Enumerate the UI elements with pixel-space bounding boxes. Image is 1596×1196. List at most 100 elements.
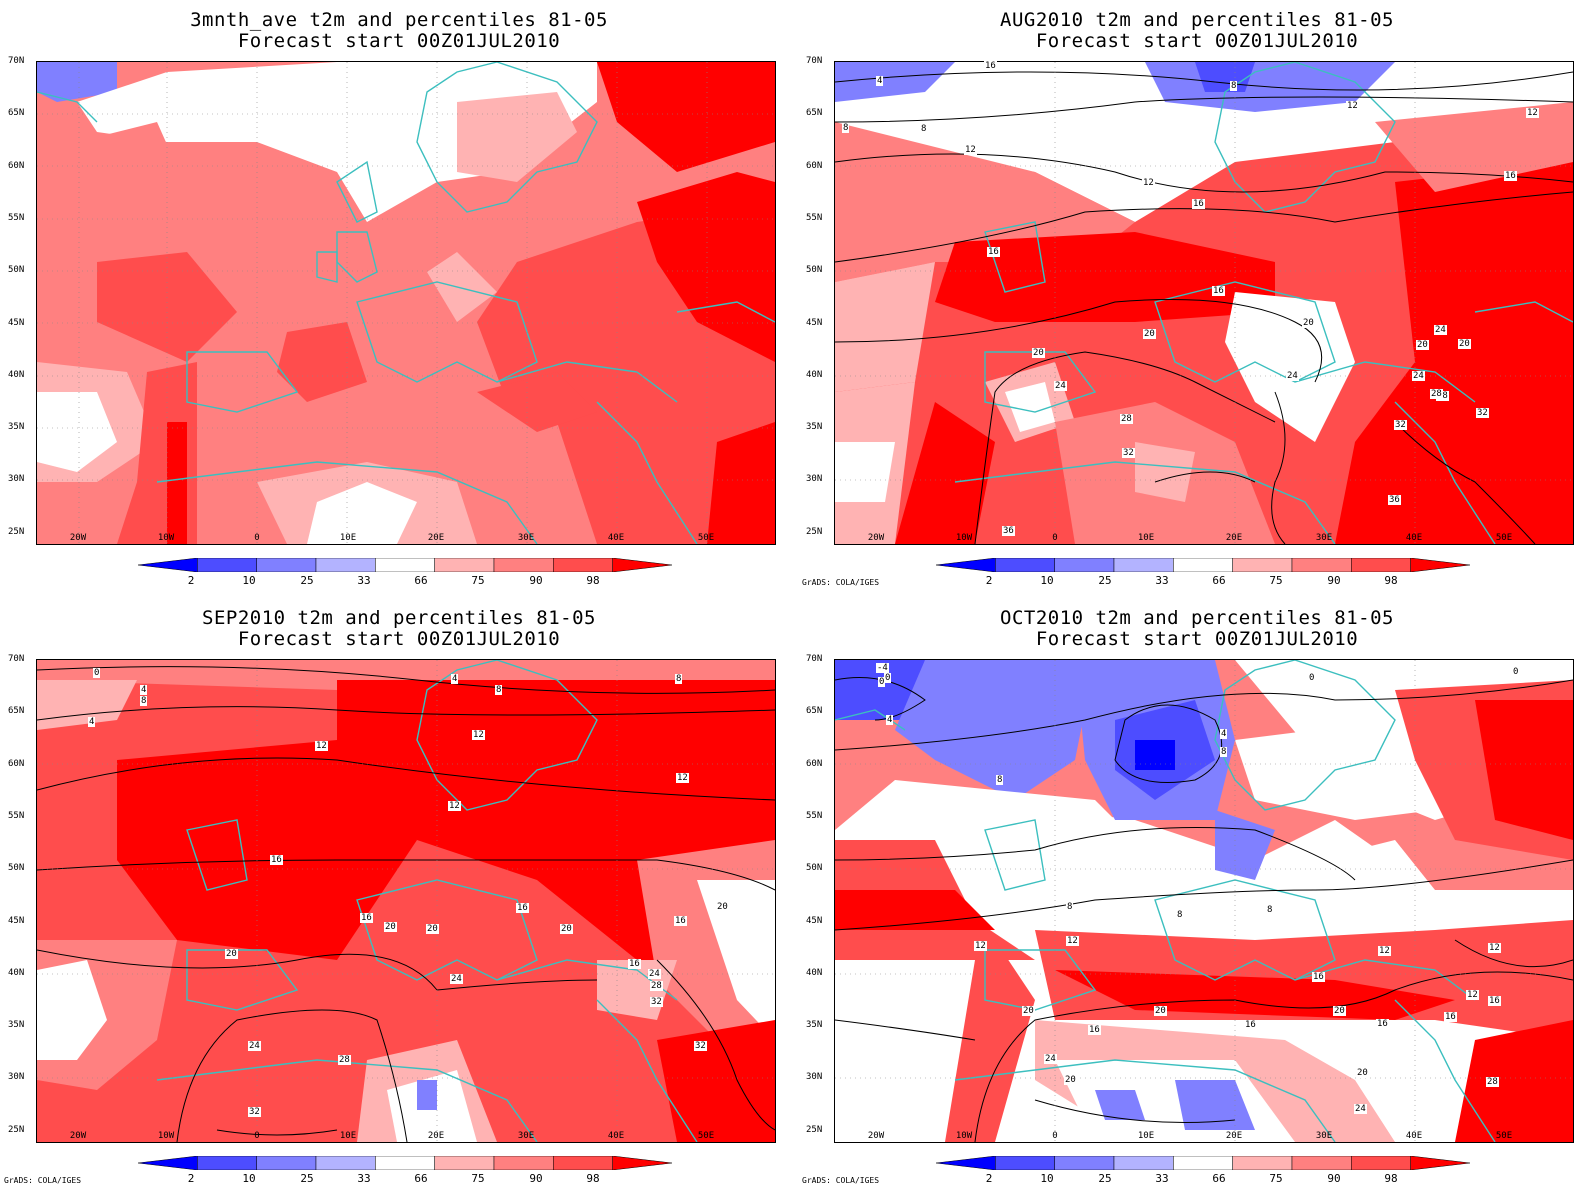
contour-label: 8 bbox=[1230, 81, 1238, 91]
panel-title: AUG2010 t2m and percentiles 81-05 bbox=[1000, 9, 1394, 31]
colorbar-swatch bbox=[1173, 558, 1233, 572]
colorbar bbox=[138, 1156, 672, 1170]
colorbar bbox=[936, 558, 1470, 572]
panel-sep2010: SEP2010 t2m and percentiles 81-05 Foreca… bbox=[0, 598, 798, 1196]
colorbar-swatch bbox=[375, 1156, 435, 1170]
colorbar-swatch bbox=[256, 558, 317, 572]
colorbar-swatch bbox=[1410, 1156, 1470, 1170]
lat-label: 45N bbox=[8, 915, 25, 926]
colorbar-swatch bbox=[315, 558, 376, 572]
lat-label: 25N bbox=[806, 526, 823, 537]
lon-label: 50E bbox=[697, 1131, 715, 1141]
colorbar bbox=[138, 558, 672, 572]
contour-label: 16 bbox=[1312, 972, 1325, 982]
lat-label: 45N bbox=[8, 317, 25, 328]
colorbar-label: 10 bbox=[1040, 1172, 1054, 1185]
contour-label: 16 bbox=[1212, 286, 1225, 296]
lat-label: 50N bbox=[806, 265, 823, 276]
lat-label: 45N bbox=[806, 915, 823, 926]
lat-label: 65N bbox=[8, 706, 25, 717]
lat-label: 35N bbox=[8, 1020, 25, 1031]
colorbar-swatch bbox=[315, 1156, 376, 1170]
contour-label: 24 bbox=[1054, 381, 1067, 391]
lat-label: 35N bbox=[806, 422, 823, 433]
contour-label: 4 bbox=[451, 674, 459, 684]
colorbar-label: 66 bbox=[1212, 574, 1226, 587]
contour-label: 16 bbox=[1376, 1019, 1389, 1029]
contour-label: 8 bbox=[1220, 747, 1228, 757]
colorbar-swatch bbox=[434, 1156, 495, 1170]
credit-text: GrADS: COLA/IGES bbox=[802, 578, 880, 587]
contour-label: 16 bbox=[1244, 1020, 1257, 1030]
contour-label: 20 bbox=[1416, 340, 1429, 350]
contour-label: 32 bbox=[1476, 408, 1489, 418]
colorbar-label: 66 bbox=[414, 574, 428, 587]
lon-label: 50E bbox=[1495, 1131, 1513, 1141]
lat-label: 45N bbox=[806, 317, 823, 328]
contour-label: 24 bbox=[1044, 1054, 1057, 1064]
contour-label: 8 bbox=[1066, 902, 1074, 912]
colorbar-swatch bbox=[434, 558, 495, 572]
contour-label: 24 bbox=[1434, 325, 1447, 335]
panel-aug2010: AUG2010 t2m and percentiles 81-05 Foreca… bbox=[798, 0, 1596, 598]
colorbar-swatch bbox=[1291, 558, 1352, 572]
panel-subtitle: Forecast start 00Z01JUL2010 bbox=[237, 628, 561, 650]
lat-label: 70N bbox=[806, 56, 823, 66]
colorbar-label: 90 bbox=[1327, 574, 1341, 587]
lon-label: 20W bbox=[69, 533, 87, 543]
contour-label: 12 bbox=[1526, 108, 1539, 118]
panel-title: SEP2010 t2m and percentiles 81-05 bbox=[202, 607, 596, 629]
colorbar-label: 25 bbox=[300, 574, 314, 587]
contour-label: 8 bbox=[1176, 910, 1184, 920]
contour-label: 0 bbox=[93, 668, 101, 678]
lat-label: 60N bbox=[806, 160, 823, 171]
contour-label: 24 bbox=[450, 974, 463, 984]
lat-label: 30N bbox=[806, 1072, 823, 1083]
lon-label: 40E bbox=[1405, 533, 1423, 543]
panel-subtitle: Forecast start 00Z01JUL2010 bbox=[1035, 30, 1359, 52]
colorbar-swatch bbox=[553, 1156, 613, 1170]
contour-label: 20 bbox=[384, 922, 397, 932]
contour-label: 36 bbox=[1002, 526, 1015, 536]
colorbar-swatch bbox=[612, 1156, 672, 1170]
lat-label: 30N bbox=[8, 1072, 25, 1083]
contour-label: 32 bbox=[1394, 420, 1407, 430]
lat-label: 50N bbox=[8, 265, 25, 276]
colorbar-label: 33 bbox=[357, 1172, 371, 1185]
lat-label: 70N bbox=[8, 56, 25, 66]
contour-label: 28 bbox=[1430, 389, 1443, 399]
colorbar-label: 98 bbox=[586, 1172, 600, 1185]
contour-label: 8 bbox=[842, 123, 850, 133]
contour-label: 4 bbox=[140, 685, 148, 695]
colorbar bbox=[936, 1156, 1470, 1170]
contour-label: 12 bbox=[676, 773, 689, 783]
lat-label: 70N bbox=[8, 654, 25, 664]
lon-label: 20E bbox=[427, 1131, 445, 1141]
lat-label: 55N bbox=[8, 212, 25, 223]
lat-label: 35N bbox=[806, 1020, 823, 1031]
lon-label: 0 bbox=[254, 1131, 260, 1141]
lat-label: 25N bbox=[8, 1124, 25, 1135]
contour-label: 12 bbox=[964, 145, 977, 155]
lat-label: 65N bbox=[806, 706, 823, 717]
contour-label: 4 bbox=[876, 76, 884, 86]
colorbar-label: 90 bbox=[1327, 1172, 1341, 1185]
colorbar-label: 2 bbox=[985, 1172, 993, 1185]
colorbar-label: 90 bbox=[529, 1172, 543, 1185]
contour-label: 24 bbox=[248, 1041, 261, 1051]
lon-label: 30E bbox=[517, 533, 535, 543]
colorbar-swatch bbox=[197, 558, 257, 572]
colorbar-swatch bbox=[138, 1156, 198, 1170]
colorbar-swatch bbox=[995, 558, 1055, 572]
lat-label: 40N bbox=[806, 967, 823, 978]
contour-label: -4 bbox=[876, 663, 889, 673]
lat-label: 60N bbox=[8, 160, 25, 171]
map-aug2010 bbox=[834, 61, 1574, 545]
contour-label: 12 bbox=[1378, 946, 1391, 956]
panel-title: 3mnth_ave t2m and percentiles 81-05 bbox=[190, 9, 608, 31]
lon-label: 20E bbox=[427, 533, 445, 543]
contour-label: 16 bbox=[987, 247, 1000, 257]
contour-label: 16 bbox=[270, 855, 283, 865]
contour-label: 16 bbox=[1192, 199, 1205, 209]
lat-label: 55N bbox=[8, 810, 25, 821]
